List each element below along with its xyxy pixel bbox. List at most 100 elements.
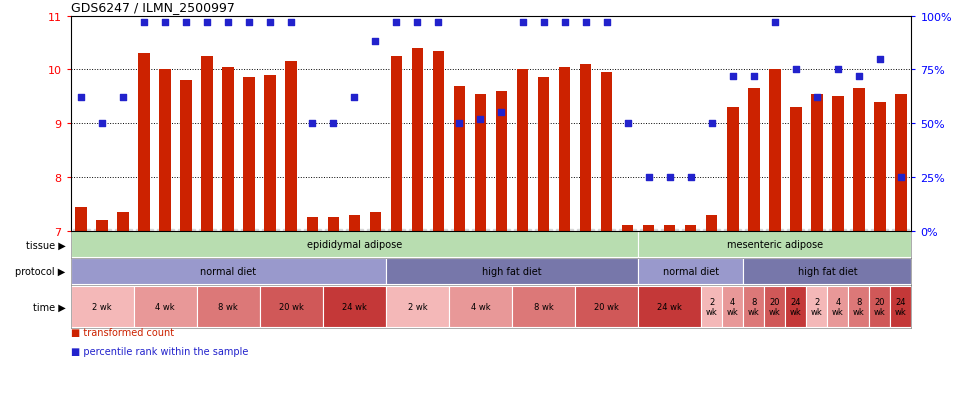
Point — [241, 20, 257, 26]
Point — [136, 20, 152, 26]
Text: 4
wk: 4 wk — [832, 297, 844, 316]
Text: 2
wk: 2 wk — [810, 297, 822, 316]
Point — [851, 74, 866, 80]
Bar — [243, 78, 255, 231]
Text: 2 wk: 2 wk — [92, 302, 112, 311]
Bar — [496, 92, 508, 231]
Bar — [706, 215, 717, 231]
Bar — [575, 286, 638, 328]
Bar — [322, 286, 386, 328]
Bar — [790, 108, 802, 231]
Point — [578, 20, 594, 26]
Bar — [853, 89, 864, 231]
Text: mesenteric adipose: mesenteric adipose — [727, 240, 823, 250]
Point — [347, 95, 363, 102]
Text: normal diet: normal diet — [662, 266, 718, 277]
Text: 20 wk: 20 wk — [594, 302, 619, 311]
Bar — [285, 62, 297, 231]
Bar — [454, 86, 465, 231]
Text: epididymal adipose: epididymal adipose — [307, 240, 402, 250]
Point — [283, 20, 299, 26]
Text: 20
wk: 20 wk — [874, 297, 886, 316]
Point — [368, 39, 383, 45]
Bar — [386, 259, 638, 285]
Text: normal diet: normal diet — [200, 266, 257, 277]
Point — [472, 116, 488, 123]
Point — [767, 20, 783, 26]
Point — [199, 20, 215, 26]
Text: 24 wk: 24 wk — [342, 302, 367, 311]
Bar — [638, 286, 702, 328]
Bar — [685, 226, 697, 231]
Text: 20
wk: 20 wk — [769, 297, 781, 316]
Bar — [71, 232, 638, 258]
Text: 2
wk: 2 wk — [706, 297, 717, 316]
Text: 24
wk: 24 wk — [790, 297, 802, 316]
Bar — [743, 286, 764, 328]
Bar — [260, 286, 322, 328]
Bar — [538, 78, 550, 231]
Point — [116, 95, 131, 102]
Text: 4 wk: 4 wk — [156, 302, 175, 311]
Point — [430, 20, 446, 26]
Point — [641, 174, 657, 181]
Bar — [811, 95, 822, 231]
Point — [788, 67, 804, 74]
Bar — [222, 67, 234, 231]
Text: 4
wk: 4 wk — [727, 297, 739, 316]
Bar — [160, 70, 171, 231]
Point — [178, 20, 194, 26]
Bar — [197, 286, 260, 328]
Point — [557, 20, 572, 26]
Bar — [133, 286, 197, 328]
Bar — [827, 286, 849, 328]
Bar — [369, 213, 381, 231]
Point — [452, 121, 467, 127]
Text: high fat diet: high fat diet — [798, 266, 858, 277]
Text: high fat diet: high fat diet — [482, 266, 542, 277]
Bar — [702, 286, 722, 328]
Bar — [386, 286, 449, 328]
Point — [872, 56, 888, 63]
Bar — [895, 95, 906, 231]
Bar — [202, 57, 213, 231]
Bar — [512, 286, 575, 328]
Point — [725, 74, 741, 80]
Bar — [75, 207, 87, 231]
Point — [325, 121, 341, 127]
Bar — [874, 102, 886, 231]
Text: GDS6247 / ILMN_2500997: GDS6247 / ILMN_2500997 — [71, 1, 234, 14]
Text: ■ percentile rank within the sample: ■ percentile rank within the sample — [71, 346, 248, 356]
Bar — [118, 213, 129, 231]
Bar — [769, 70, 780, 231]
Point — [74, 95, 89, 102]
Point — [158, 20, 173, 26]
Point — [599, 20, 614, 26]
Bar — [180, 81, 192, 231]
Bar — [71, 286, 133, 328]
Text: protocol ▶: protocol ▶ — [16, 266, 66, 277]
Text: 8 wk: 8 wk — [219, 302, 238, 311]
Point — [830, 67, 846, 74]
Text: 4 wk: 4 wk — [470, 302, 490, 311]
Bar — [622, 226, 633, 231]
Point — [305, 121, 320, 127]
Bar — [832, 97, 844, 231]
Point — [94, 121, 110, 127]
Bar — [601, 73, 612, 231]
Bar — [96, 221, 108, 231]
Point — [808, 95, 824, 102]
Bar — [663, 226, 675, 231]
Bar — [722, 286, 743, 328]
Point — [220, 20, 236, 26]
Text: ■ transformed count: ■ transformed count — [71, 328, 173, 337]
Text: 24
wk: 24 wk — [895, 297, 906, 316]
Bar — [327, 218, 339, 231]
Bar — [764, 286, 785, 328]
Text: 8
wk: 8 wk — [853, 297, 864, 316]
Bar — [638, 232, 911, 258]
Bar — [432, 52, 444, 231]
Point — [494, 110, 510, 116]
Bar — [265, 76, 276, 231]
Bar — [349, 215, 360, 231]
